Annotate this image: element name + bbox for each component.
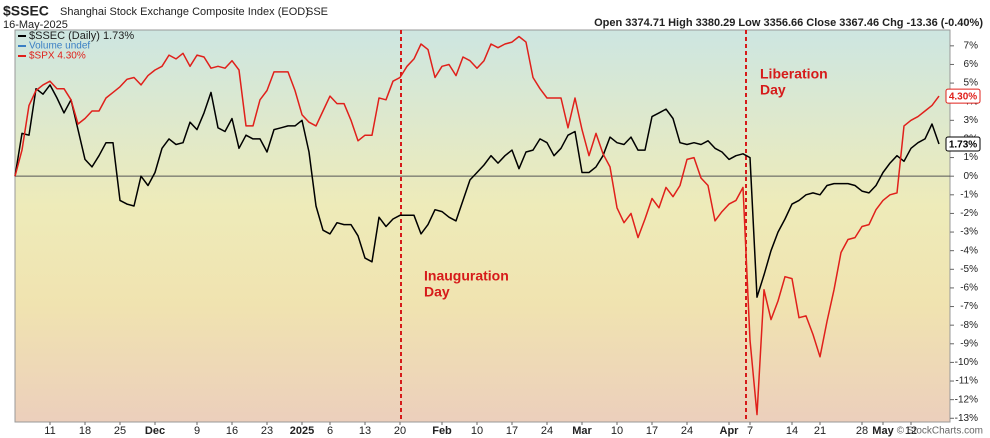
x-tick-label: Apr bbox=[720, 425, 740, 437]
plot-area bbox=[14, 29, 951, 423]
x-tick-label: 24 bbox=[541, 425, 553, 437]
x-tick-label: 12 bbox=[905, 425, 917, 437]
legend-label: Volume undef bbox=[29, 41, 90, 52]
annotation: Day bbox=[760, 82, 786, 98]
annotation: Inauguration bbox=[424, 268, 509, 284]
x-tick-label: Feb bbox=[432, 425, 452, 437]
y-tick-label: -5% bbox=[960, 264, 978, 275]
series-line bbox=[14, 35, 940, 416]
x-tick-label: Mar bbox=[572, 425, 592, 437]
y-tick-label: 3% bbox=[964, 115, 979, 126]
x-tick-label: 21 bbox=[814, 425, 826, 437]
y-tick-label: 1% bbox=[964, 152, 979, 163]
y-tick-label: -12% bbox=[955, 394, 978, 405]
x-tick-label: 16 bbox=[226, 425, 238, 437]
y-tick-label: 7% bbox=[964, 40, 979, 51]
credit: © StockCharts.com bbox=[897, 426, 983, 437]
x-tick-label: 10 bbox=[611, 425, 623, 437]
end-label-box bbox=[945, 136, 981, 152]
y-tick-label: -3% bbox=[960, 227, 978, 238]
x-tick-label: 11 bbox=[44, 425, 55, 437]
y-tick-label: -11% bbox=[955, 376, 978, 387]
index-name: Shanghai Stock Exchange Composite Index … bbox=[60, 6, 309, 18]
exchange: SSE bbox=[306, 6, 328, 18]
x-tick-label: 6 bbox=[327, 425, 333, 437]
x-tick-label: 25 bbox=[114, 425, 126, 437]
x-tick-label: May bbox=[872, 425, 894, 437]
x-tick-label: 9 bbox=[194, 425, 200, 437]
x-tick-label: 10 bbox=[471, 425, 483, 437]
x-tick-label: 18 bbox=[79, 425, 91, 437]
end-label-box bbox=[945, 88, 981, 104]
quote: Open 3374.71 High 3380.29 Low 3356.66 Cl… bbox=[594, 17, 983, 29]
legend-label: $SSEC (Daily) 1.73% bbox=[29, 30, 134, 42]
annotation: Day bbox=[424, 284, 450, 300]
y-tick-label: -13% bbox=[955, 413, 978, 424]
date: 16-May-2025 bbox=[3, 19, 68, 31]
y-tick-label: -8% bbox=[960, 320, 978, 331]
symbol: $SSEC bbox=[3, 3, 49, 19]
series-line bbox=[14, 84, 940, 298]
end-label: 4.30% bbox=[949, 92, 977, 103]
x-tick-label: 2025 bbox=[290, 425, 314, 437]
y-tick-label: -10% bbox=[955, 357, 978, 368]
y-tick-label: 5% bbox=[964, 78, 979, 89]
legend-label: $SPX 4.30% bbox=[29, 51, 86, 62]
y-tick-label: -9% bbox=[960, 338, 978, 349]
x-tick-label: 20 bbox=[394, 425, 406, 437]
x-tick-label: 17 bbox=[646, 425, 658, 437]
x-tick-label: 14 bbox=[786, 425, 798, 437]
y-tick-label: 6% bbox=[964, 59, 979, 70]
y-tick-label: -1% bbox=[960, 189, 978, 200]
x-tick-label: 17 bbox=[506, 425, 518, 437]
x-tick-label: 28 bbox=[856, 425, 868, 437]
y-tick-label: -7% bbox=[960, 301, 978, 312]
y-tick-label: -2% bbox=[960, 208, 978, 219]
x-tick-label: 7 bbox=[747, 425, 753, 437]
x-tick-label: 23 bbox=[261, 425, 273, 437]
x-tick-label: 24 bbox=[681, 425, 693, 437]
x-tick-label: 13 bbox=[359, 425, 371, 437]
y-tick-label: 0% bbox=[964, 171, 979, 182]
x-tick-label: Dec bbox=[145, 425, 165, 437]
annotation: Liberation bbox=[760, 66, 828, 82]
end-label: 1.73% bbox=[949, 140, 977, 151]
y-tick-label: -4% bbox=[960, 245, 978, 256]
y-tick-label: -6% bbox=[960, 283, 978, 294]
